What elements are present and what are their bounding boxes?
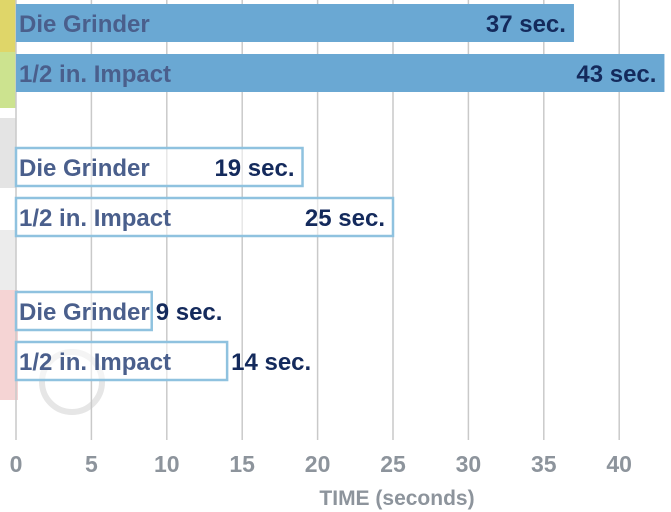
bar-1 (16, 4, 574, 42)
x-tick-label-5: 5 (85, 451, 98, 477)
bar-value-label: 14 sec. (231, 349, 311, 376)
x-tick-label-30: 30 (456, 451, 482, 477)
x-tick-label-25: 25 (380, 451, 406, 477)
x-tick-label-15: 15 (229, 451, 255, 477)
bar-category-label: 1/2 in. Impact (19, 61, 171, 88)
bar-value-label: 19 sec. (214, 155, 294, 182)
x-tick-label-10: 10 (154, 451, 180, 477)
x-tick-label-0: 0 (10, 451, 23, 477)
bar-category-label: Die Grinder (19, 11, 150, 38)
bar-value-label: 37 sec. (486, 11, 566, 38)
x-axis-ticks: 0 5 10 15 20 25 30 35 40 (10, 451, 632, 477)
watermark-logo (0, 0, 105, 415)
bar-5 (14, 290, 153, 332)
bar-3 (14, 146, 304, 188)
bar-category-label: 1/2 in. Impact (19, 349, 171, 376)
bars: Die Grinder 37 sec. 1/2 in. Impact 43 sec. D… (14, 4, 665, 382)
x-tick-label-35: 35 (531, 451, 557, 477)
bar-2 (16, 54, 665, 92)
bar-4 (14, 196, 395, 238)
bar-value-label: 43 sec. (576, 61, 656, 88)
x-axis-title: TIME (seconds) (319, 487, 474, 510)
x-tick-label-40: 40 (606, 451, 632, 477)
bar-category-label: Die Grinder (19, 299, 150, 326)
x-tick-label-20: 20 (305, 451, 331, 477)
bar-value-label: 9 sec. (156, 299, 223, 326)
bar-6 (14, 340, 229, 382)
bar-category-label: 1/2 in. Impact (19, 205, 171, 232)
bar-value-label: 25 sec. (305, 205, 385, 232)
bar-category-label: Die Grinder (19, 155, 150, 182)
